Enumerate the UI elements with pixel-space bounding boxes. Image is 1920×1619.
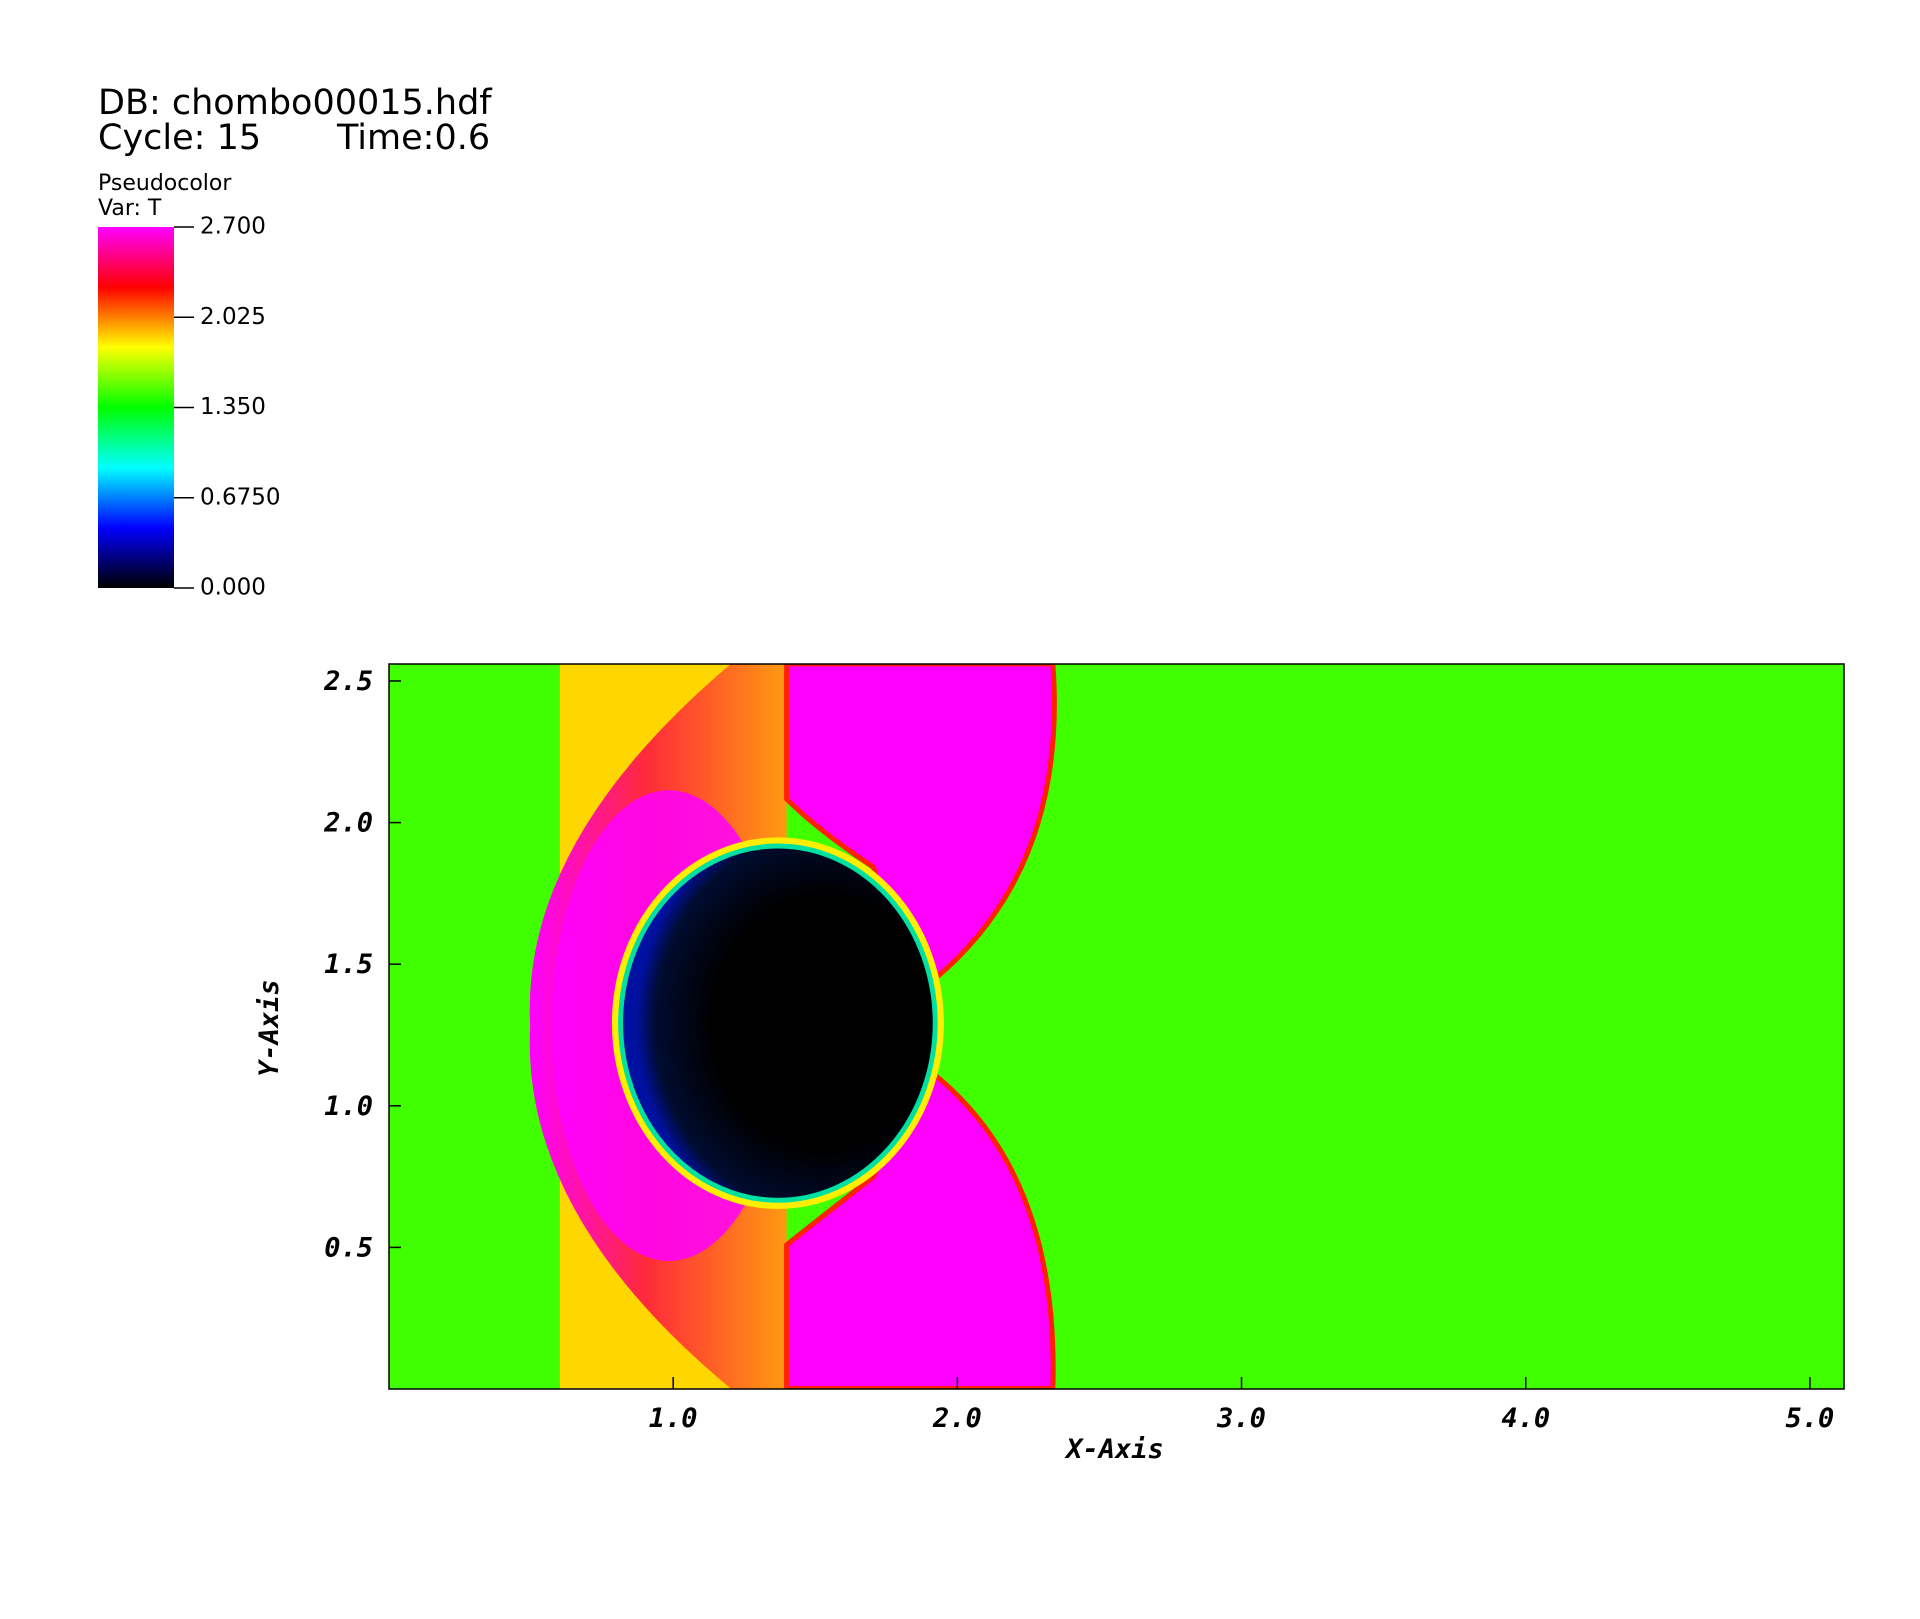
x-axis-label: X-Axis — [1064, 1434, 1164, 1465]
field — [388, 663, 1845, 1389]
cycle-label: Cycle: 15 — [98, 118, 261, 158]
x-tick-label: 3.0 — [1216, 1403, 1266, 1434]
core-halo — [611, 837, 944, 1209]
colorbar-tick-label: 2.025 — [200, 304, 266, 330]
database-label: DB: chombo00015.hdf — [98, 83, 492, 123]
x-tick-label: 5.0 — [1786, 1403, 1835, 1434]
x-tick-label: 2.0 — [932, 1403, 982, 1434]
colorbar-tick-label: 0.6750 — [200, 484, 280, 510]
core — [618, 843, 938, 1203]
y-tick-label: 2.5 — [323, 666, 373, 697]
plot-frame — [388, 663, 1845, 1390]
time-label: Time:0.6 — [336, 118, 490, 158]
x-tick-label: 4.0 — [1501, 1403, 1550, 1434]
x-tick-label: 1.0 — [649, 1403, 698, 1434]
colorbar — [98, 227, 174, 588]
y-axis-label: Y-Axis — [254, 979, 285, 1077]
y-tick-label: 1.5 — [324, 949, 373, 980]
colorbar-tick-label: 1.350 — [200, 394, 266, 420]
y-tick-label: 1.0 — [324, 1091, 373, 1122]
variable-label: Var: T — [98, 196, 162, 221]
y-tick-label: 0.5 — [324, 1232, 373, 1263]
colorbar-tick-label: 0.000 — [200, 575, 266, 601]
y-tick-label: 2.0 — [323, 808, 373, 839]
plot-name: Pseudocolor — [98, 171, 232, 196]
colorbar-tick-label: 2.700 — [200, 214, 266, 240]
